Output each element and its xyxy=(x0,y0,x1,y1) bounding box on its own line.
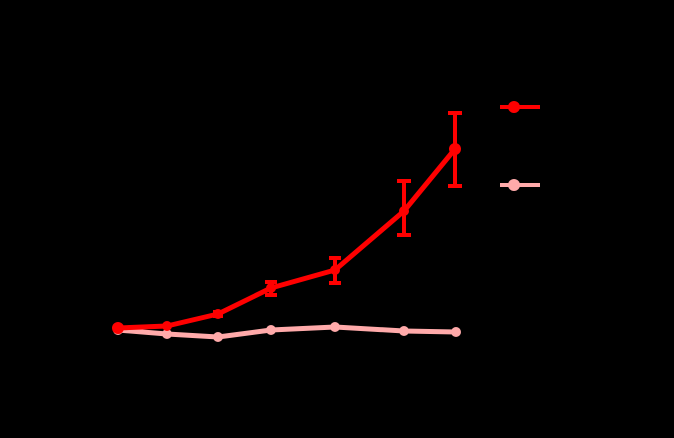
series-red-point xyxy=(449,143,461,155)
legend-entry-series-1[interactable] xyxy=(500,101,540,113)
series-red xyxy=(112,111,462,334)
legend xyxy=(500,101,540,191)
series-pink-point xyxy=(162,329,172,339)
series-red-point xyxy=(162,321,172,331)
series-pink-point xyxy=(330,322,340,332)
series-red-point xyxy=(399,206,409,216)
series-pink-point xyxy=(399,326,409,336)
series-red-point xyxy=(266,283,276,293)
series-red-point xyxy=(213,309,223,319)
series-red-point xyxy=(330,265,340,275)
legend-entry-series-2[interactable] xyxy=(500,179,540,191)
series-pink-point xyxy=(213,332,223,342)
legend-sample-marker xyxy=(508,179,520,191)
series-pink-point xyxy=(451,327,461,337)
plot-area xyxy=(112,111,462,342)
series-pink-point xyxy=(266,325,276,335)
series-red-point xyxy=(112,322,124,334)
series-pink xyxy=(113,322,461,342)
legend-sample-marker xyxy=(508,101,520,113)
